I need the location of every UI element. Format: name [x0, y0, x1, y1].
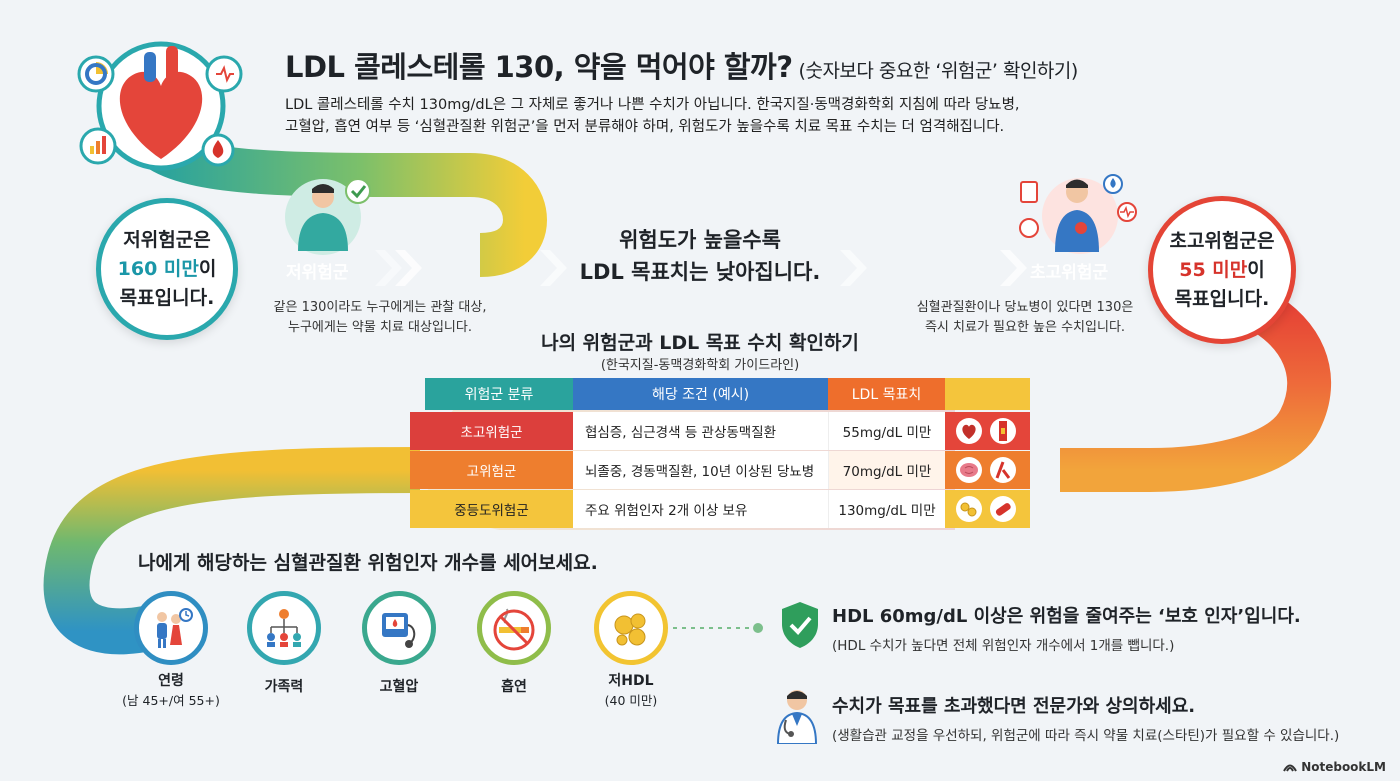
title-main: LDL 콜레스테롤 130, 약을 먹어야 할까? [285, 50, 793, 84]
table-header-target: LDL 목표치 [828, 378, 945, 410]
table-row-2-icons [945, 451, 1030, 489]
risk-factor-age-label: 연령 (남 45+/여 55+) [106, 672, 236, 710]
notebooklm-logo-icon [1283, 764, 1298, 772]
protective-factor-heading: HDL 60mg/dL 이상은 위험을 줄여주는 ‘보호 인자’입니다. [832, 606, 1301, 627]
low-risk-note-line-1: 같은 130이라도 누구에게는 관찰 대상, [273, 300, 487, 315]
protective-factor-note: (HDL 수치가 높다면 전체 위험인자 개수에서 1개를 뺍니다.) [832, 638, 1175, 654]
intro-line-2: 고혈압, 흡연 여부 등 ‘심혈관질환 위험군’을 먼저 분류해야 하며, 위험… [285, 119, 1005, 135]
high-risk-target-value: 55 미만 [1179, 258, 1248, 281]
high-risk-card-line-3: 목표입니다. [1174, 287, 1270, 310]
hypertension-label: 고혈압 [379, 679, 419, 695]
low-risk-target-card: 저위험군은 160 미만이 목표입니다. [96, 198, 238, 340]
low-hdl-label: 저HDL [608, 673, 654, 689]
very-high-risk-band-label: 초고위험군 [1030, 263, 1109, 283]
table-row-1-group: 초고위험군 [410, 412, 573, 450]
healthy-person-icon [285, 178, 371, 255]
table-header-condition: 해당 조건 (예시) [573, 378, 828, 410]
consult-note: (생활습관 교정을 우선하되, 위험군에 따라 즉시 약물 치료(스타틴)가 필… [832, 728, 1340, 744]
risk-factors-title: 나에게 해당하는 심혈관질환 위험인자 개수를 세어보세요. [138, 552, 598, 574]
blocked-artery-icon [990, 418, 1016, 444]
protective-factor-block: HDL 60mg/dL 이상은 위험을 줄여주는 ‘보호 인자’입니다. (HD… [832, 602, 1301, 654]
lipid-molecule-icon [614, 613, 646, 646]
title-subtitle: (숫자보다 중요한 ‘위험군’ 확인하기) [798, 60, 1079, 82]
brand-name: NotebookLM [1301, 760, 1386, 774]
heart-organ-icon [956, 418, 982, 444]
table-header-spacer [945, 378, 1030, 410]
risk-factor-low-hdl [594, 591, 668, 665]
high-risk-note-line-2: 즉시 치료가 필요한 높은 수치입니다. [924, 320, 1126, 335]
risk-factor-family-history [247, 591, 321, 665]
table-row-2-condition: 뇌졸중, 경동맥질환, 10년 이상된 당뇨병 [573, 451, 828, 489]
low-risk-note: 같은 130이라도 누구에게는 관찰 대상, 누구에게는 약물 치료 대상입니다… [240, 298, 520, 338]
blood-pressure-monitor-icon [382, 613, 416, 648]
risk-factor-smoking [477, 591, 551, 665]
intro-line-1: LDL 콜레스테롤 수치 130mg/dL은 그 자체로 좋거나 나쁜 수치가 … [285, 97, 1020, 113]
table-subtitle: (한국지질-동맥경화학회 가이드라인) [600, 358, 800, 373]
low-risk-note-line-2: 누구에게는 약물 치료 대상입니다. [288, 320, 472, 335]
intro-paragraph: LDL 콜레스테롤 수치 130mg/dL은 그 자체로 좋거나 나쁜 수치가 … [285, 94, 1145, 138]
elderly-couple-icon [157, 608, 193, 648]
table-row-3-condition: 주요 위험인자 2개 이상 보유 [573, 490, 828, 528]
consult-block: 수치가 목표를 초과했다면 전문가와 상의하세요. (생활습관 교정을 우선하되… [832, 692, 1339, 744]
table-row-1-icons [945, 412, 1030, 450]
family-history-label: 가족력 [264, 679, 304, 695]
no-smoking-icon [493, 608, 535, 651]
blood-vessel-icon [990, 496, 1016, 522]
table-header-group: 위험군 분류 [425, 378, 573, 410]
low-risk-target-value: 160 미만 [117, 257, 199, 280]
high-risk-note: 심혈관질환이나 당뇨병이 있다면 130은 즉시 치료가 필요한 높은 수치입니… [890, 298, 1160, 338]
table-row-1-target: 55mg/dL 미만 [828, 412, 945, 450]
consult-heading: 수치가 목표를 초과했다면 전문가와 상의하세요. [832, 696, 1196, 717]
brand-watermark: NotebookLM [1283, 760, 1386, 774]
carotid-artery-icon [990, 457, 1016, 483]
high-risk-card-line-1: 초고위험군은 [1169, 229, 1275, 252]
risk-factor-low-hdl-label: 저HDL (40 미만) [566, 672, 696, 710]
low-risk-band-label: 저위험군 [286, 263, 349, 283]
age-label: 연령 [158, 673, 184, 689]
table-row-3-icons [945, 490, 1030, 528]
table-title: 나의 위험군과 LDL 목표 수치 확인하기 [541, 332, 859, 354]
high-risk-card-particle: 이 [1247, 258, 1265, 281]
low-risk-card-particle: 이 [198, 257, 217, 280]
center-message-line-1: 위험도가 높을수록 [619, 228, 781, 252]
risk-factor-hypertension [362, 591, 436, 665]
brain-icon [956, 457, 982, 483]
center-message-line-2: LDL 목표치는 낮아집니다. [579, 260, 821, 284]
family-tree-icon [267, 609, 301, 647]
chest-pain-person-icon [1019, 174, 1137, 254]
low-hdl-sublabel: (40 미만) [604, 693, 658, 708]
page-title: LDL 콜레스테롤 130, 약을 먹어야 할까? (숫자보다 중요한 ‘위험군’… [285, 44, 1078, 86]
shield-check-icon [782, 602, 818, 648]
age-sublabel: (남 45+/여 55+) [122, 693, 220, 708]
heart-illustration-icon [77, 41, 243, 171]
table-row-2-target: 70mg/dL 미만 [828, 451, 945, 489]
low-risk-card-line-1: 저위험군은 [123, 228, 211, 251]
doctor-icon [776, 690, 818, 744]
center-message: 위험도가 높을수록 LDL 목표치는 낮아집니다. [530, 224, 870, 288]
smoking-label: 흡연 [501, 679, 527, 695]
pills-icon [956, 496, 982, 522]
very-high-risk-target-card: 초고위험군은 55 미만이 목표입니다. [1148, 196, 1296, 344]
table-row-3-group: 중등도위험군 [410, 490, 573, 528]
table-row-3-target: 130mg/dL 미만 [828, 490, 945, 528]
risk-factor-age [134, 591, 208, 665]
table-row-1-condition: 협심증, 심근경색 등 관상동맥질환 [573, 412, 828, 450]
table-row-2-group: 고위험군 [410, 451, 573, 489]
high-risk-note-line-1: 심혈관질환이나 당뇨병이 있다면 130은 [916, 300, 1134, 315]
low-risk-card-line-3: 목표입니다. [119, 286, 215, 309]
